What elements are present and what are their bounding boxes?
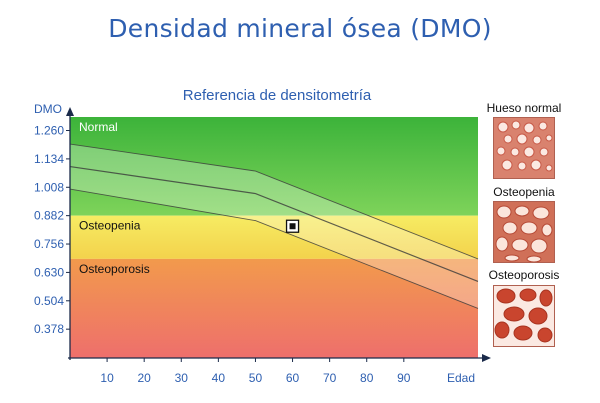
lower-line [69, 188, 479, 309]
patient-marker-core [289, 223, 296, 230]
y-tick-label: 1.008 [34, 180, 64, 194]
y-tick-label: 0.630 [34, 265, 64, 279]
zone-2 [70, 258, 478, 358]
x-tick-label: 40 [212, 371, 226, 385]
x-tick-label: 30 [175, 371, 189, 385]
x-tick-label: 50 [249, 371, 263, 385]
panel-label-normal: Hueso normal [486, 101, 562, 115]
x-axis-label: Edad [447, 371, 475, 385]
y-axis-arrow [66, 107, 74, 116]
zone-label-2: Osteoporosis [79, 262, 150, 276]
y-tick-label: 0.756 [34, 237, 64, 251]
mean-line [69, 165, 479, 282]
zone-label-1: Osteopenia [79, 219, 141, 233]
y-tick-label: 0.882 [34, 209, 64, 223]
x-tick-label: 70 [323, 371, 337, 385]
y-axis-label: DMO [34, 102, 62, 116]
upper-line [69, 143, 479, 260]
y-tick-label: 1.134 [34, 152, 64, 166]
x-tick-label: 60 [286, 371, 300, 385]
zone-label-0: Normal [79, 120, 118, 134]
panel-label-osteoporosis: Osteoporosis [488, 268, 560, 282]
band-layer [69, 143, 479, 309]
zones-layer: Normal Osteopenia Osteoporosis [70, 117, 478, 358]
chart-title: Referencia de densitometría [183, 87, 372, 104]
x-tick-label: 80 [360, 371, 374, 385]
zone-0 [70, 117, 478, 216]
bone-osteopenia-image [493, 201, 555, 263]
y-tick-label: 1.260 [34, 124, 64, 138]
axes-layer: 1.260 1.134 1.008 0.882 0.756 0.630 0.504 0.378… [34, 107, 491, 385]
y-tick-label: 0.378 [34, 322, 64, 336]
bone-osteoporosis-image [493, 285, 555, 347]
y-tick-label: 0.504 [34, 294, 64, 308]
x-axis-arrow [482, 354, 491, 362]
panel-label-osteopenia: Osteopenia [493, 185, 555, 199]
x-tick-label: 10 [100, 371, 114, 385]
x-tick-label: 90 [397, 371, 411, 385]
x-tick-label: 20 [138, 371, 152, 385]
bone-normal-image [493, 117, 555, 179]
reference-band [70, 144, 478, 309]
zone-1 [70, 215, 478, 259]
main-title: Densidad mineral ósea (DMO) [108, 14, 492, 43]
